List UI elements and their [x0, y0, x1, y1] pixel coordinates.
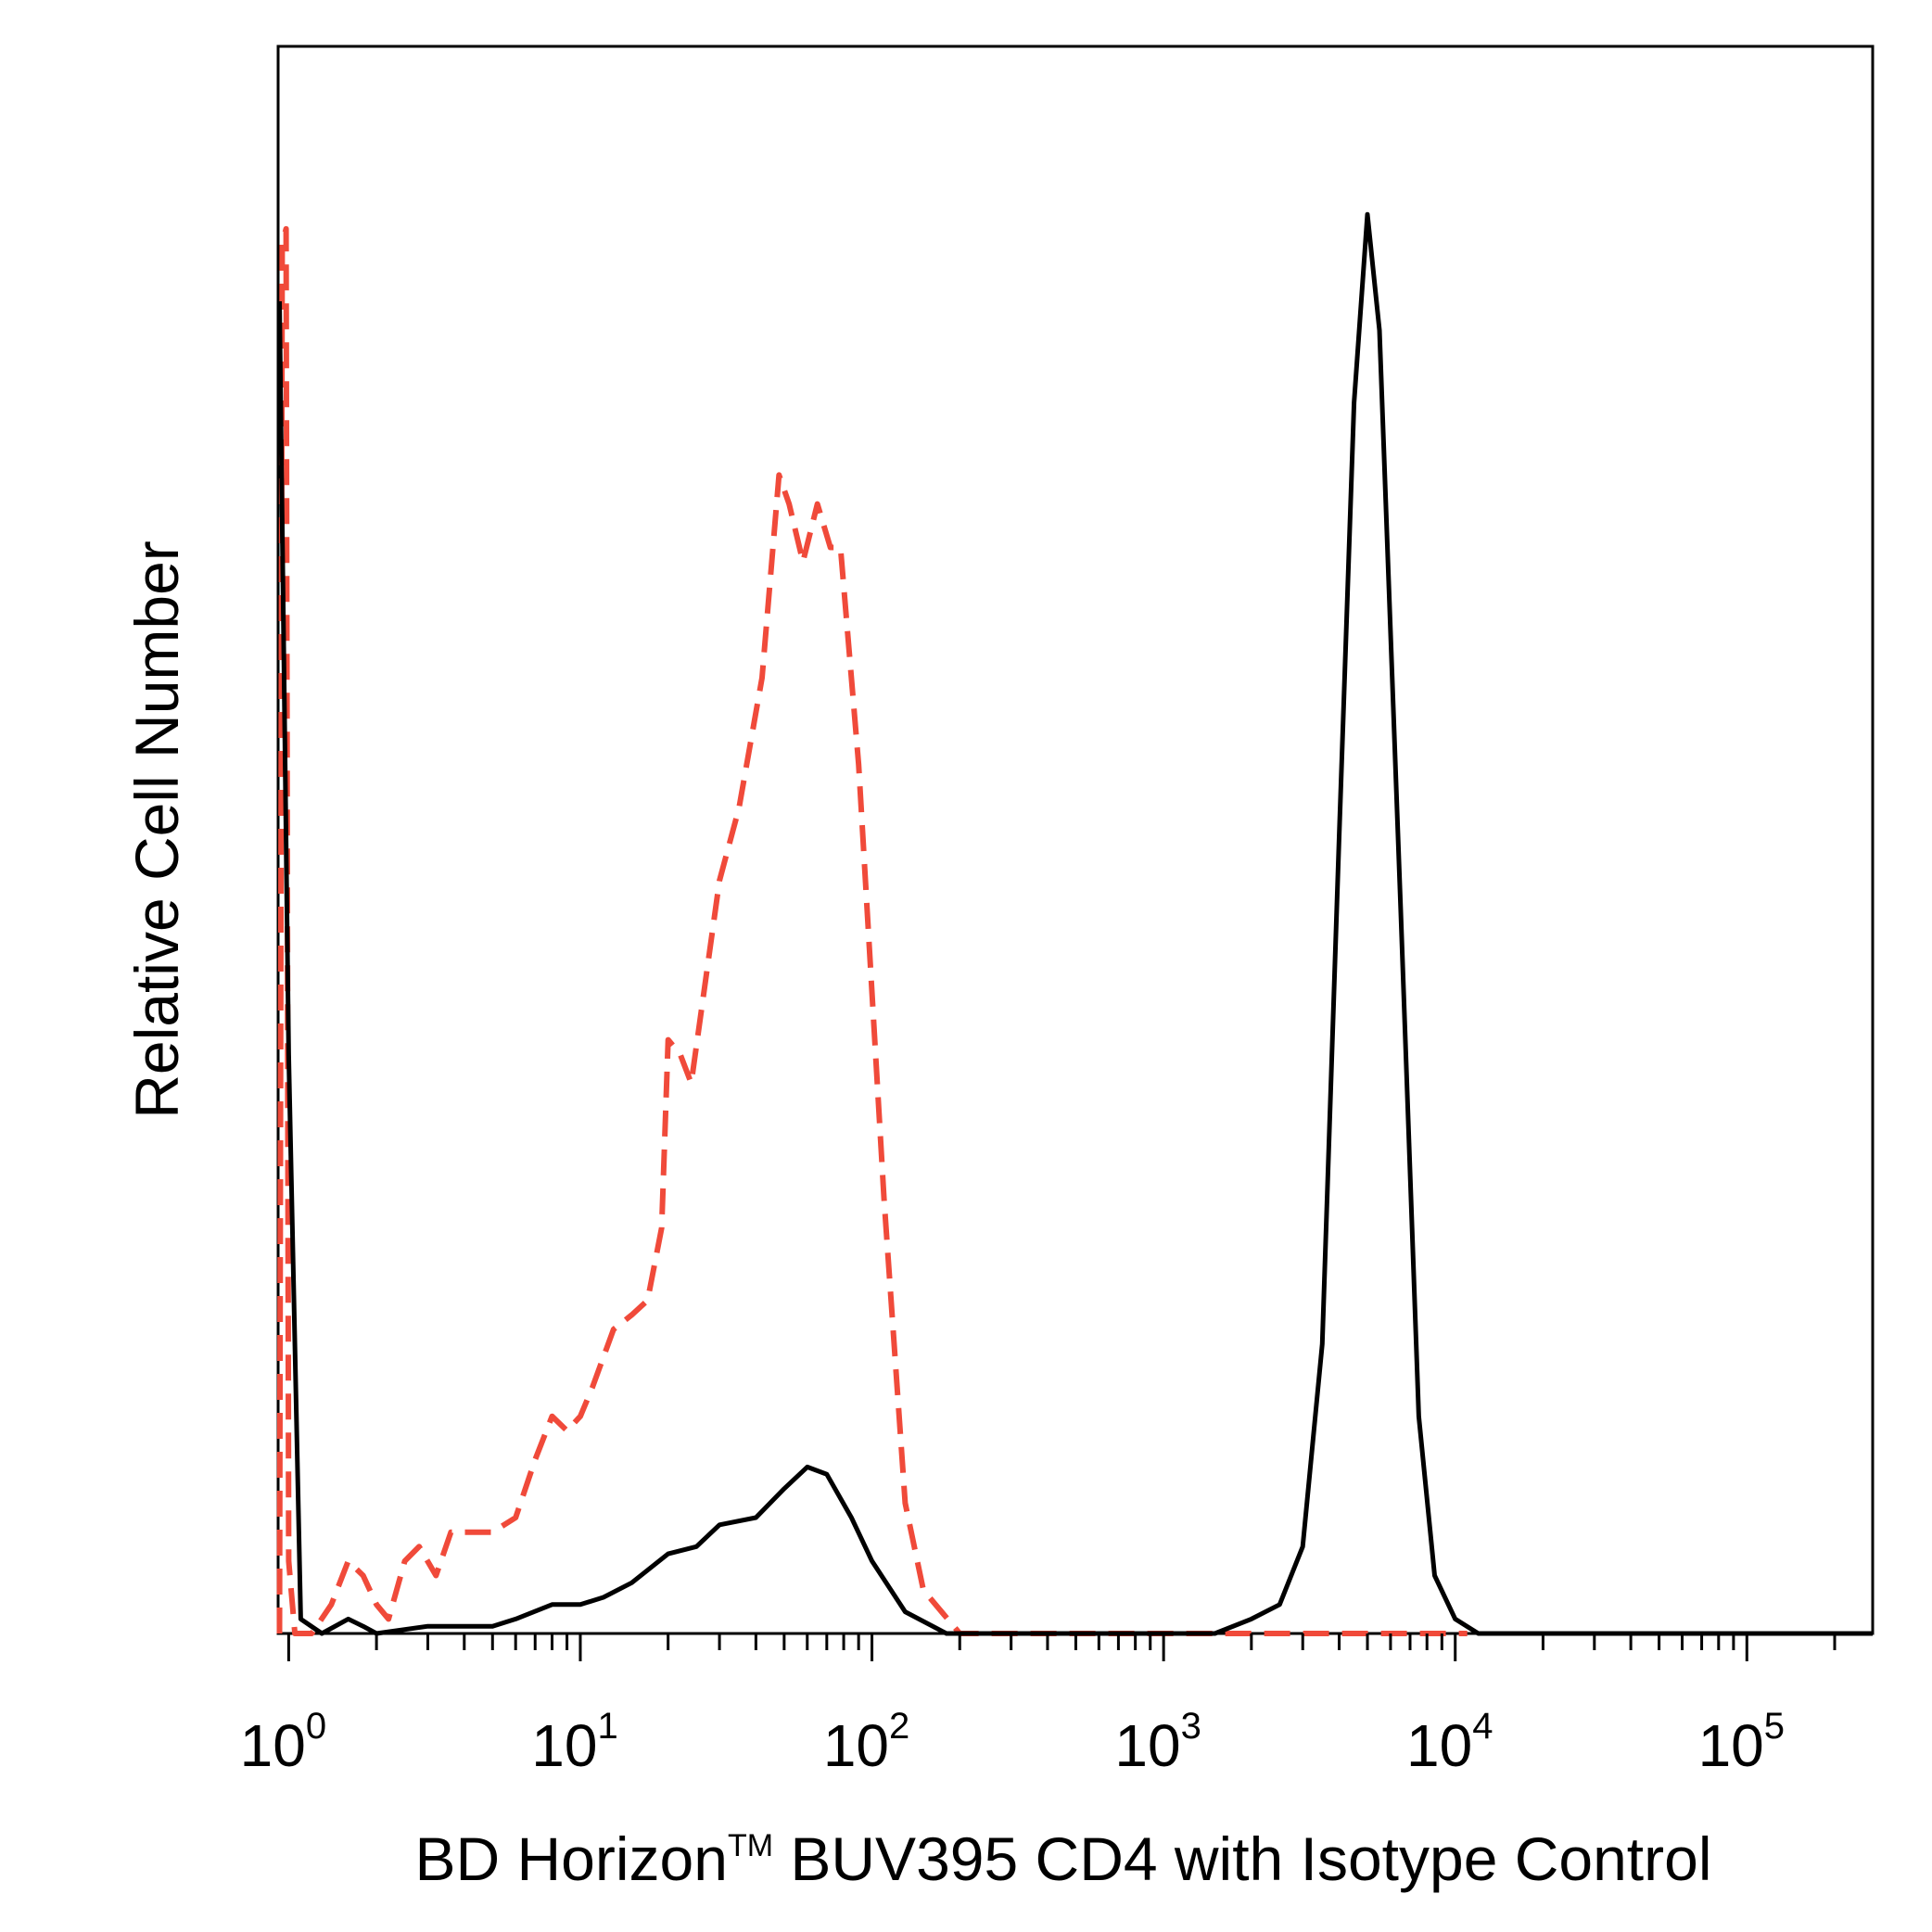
- x-tick-label-base: 10: [1406, 1712, 1472, 1779]
- x-tick-label-exponent: 0: [306, 1706, 326, 1747]
- series-layer: [276, 211, 1873, 1636]
- y-axis-title: Relative Cell Number: [122, 540, 191, 1119]
- x-tick-label-exponent: 5: [1764, 1706, 1785, 1747]
- x-tick-label-exponent: 4: [1472, 1706, 1493, 1747]
- x-tick-label-exponent: 2: [889, 1706, 909, 1747]
- isotype-control-histogram: [276, 225, 1468, 1636]
- x-tick-label: 104: [1406, 1706, 1493, 1779]
- x-tick-label-base: 10: [240, 1712, 306, 1779]
- plot-frame: [276, 44, 1875, 1635]
- x-tick-label-base: 10: [823, 1712, 889, 1779]
- x-axis-title-rest: BUV395 CD4 with Isotype Control: [773, 1824, 1711, 1893]
- x-axis-title: BD HorizonTM BUV395 CD4 with Isotype Con…: [414, 1824, 1711, 1893]
- cd4-stained-histogram: [277, 211, 1873, 1636]
- x-tick-label: 101: [531, 1706, 617, 1779]
- x-tick-label-exponent: 3: [1181, 1706, 1201, 1747]
- x-tick-label: 103: [1114, 1706, 1201, 1779]
- x-axis-tick-labels: 100 101 102 103 104 105: [240, 1706, 1785, 1779]
- x-tick-label: 100: [240, 1706, 326, 1779]
- x-tick-label-base: 10: [1698, 1712, 1764, 1779]
- x-tick-label-base: 10: [1114, 1712, 1180, 1779]
- x-axis-title-trademark: TM: [728, 1828, 773, 1863]
- x-tick-label-exponent: 1: [597, 1706, 617, 1747]
- x-tick-label-base: 10: [531, 1712, 597, 1779]
- x-axis-ticks: [286, 1633, 1837, 1661]
- x-tick-label: 102: [823, 1706, 909, 1779]
- x-axis-title-main: BD Horizon: [414, 1824, 727, 1893]
- x-tick-label: 105: [1698, 1706, 1785, 1779]
